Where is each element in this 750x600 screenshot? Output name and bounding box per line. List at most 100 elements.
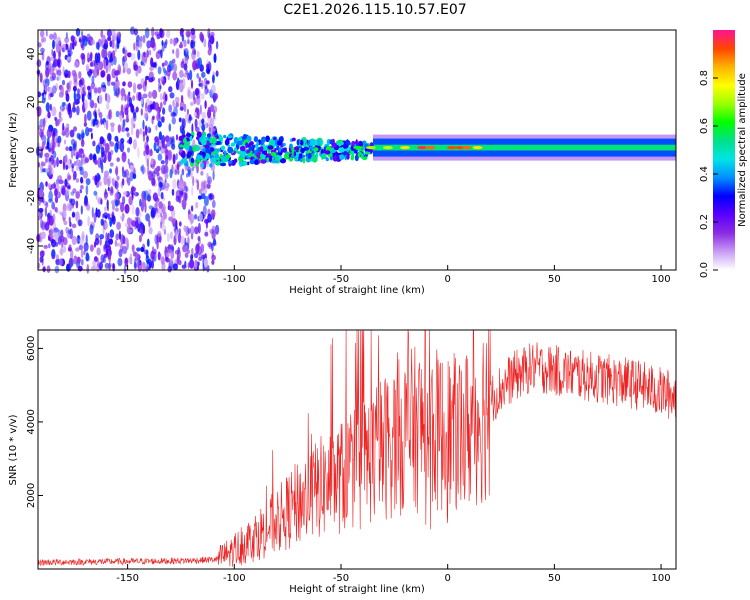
heatmap-cell	[146, 171, 149, 177]
heatmap-cell	[187, 151, 192, 158]
heatmap-cell	[211, 259, 215, 265]
heatmap-cell	[123, 191, 128, 196]
heatmap-cell	[85, 65, 90, 72]
heatmap-cell	[205, 147, 211, 154]
heatmap-cell	[97, 209, 100, 216]
x-tick-label: -150	[116, 573, 139, 584]
heatmap-cell	[116, 221, 121, 230]
heatmap-cell	[168, 205, 174, 212]
heatmap-cell	[137, 65, 142, 74]
heatmap-cell	[128, 196, 133, 206]
heatmap-cell	[135, 128, 140, 139]
heatmap-cell	[54, 241, 59, 247]
heatmap-cell	[172, 71, 178, 81]
heatmap-cell	[97, 257, 100, 268]
heatmap-cell	[205, 153, 211, 159]
heatmap-cell	[115, 242, 121, 247]
heatmap-cell	[103, 244, 108, 250]
heatmap-cell	[320, 140, 324, 145]
heatmap-cell	[161, 203, 166, 214]
heatmap-cell	[71, 163, 75, 169]
heatmap-cell	[36, 59, 42, 67]
heatmap-cell	[43, 84, 48, 95]
heatmap-cell	[224, 150, 227, 156]
colorbar: 0.0 0.2 0.4 0.6 0.8 Normalized spectral ampl…	[699, 30, 748, 278]
heatmap-cell	[187, 262, 190, 269]
heatmap-cell	[73, 79, 78, 87]
heatmap-cell	[95, 233, 100, 241]
heatmap-cell	[263, 151, 268, 156]
signal-core	[373, 144, 676, 151]
heatmap-cell	[57, 229, 62, 237]
heatmap-cell	[204, 86, 209, 95]
heatmap-cell	[110, 186, 114, 194]
heatmap-cell	[154, 197, 160, 203]
heatmap-cell	[141, 196, 147, 207]
heatmap-cell	[187, 227, 191, 235]
heatmap-cell	[215, 40, 219, 50]
heatmap-cell	[151, 76, 156, 82]
heatmap-cell	[184, 57, 189, 65]
heatmap-cell	[358, 140, 363, 148]
heatmap-cell	[303, 146, 310, 151]
heatmap-cell	[174, 249, 180, 255]
heatmap-cell	[87, 215, 90, 227]
heatmap-cell	[112, 32, 118, 38]
colorbar-tick-label: 0.0	[699, 262, 710, 278]
heatmap-cell	[175, 229, 178, 240]
heatmap-cell	[66, 56, 72, 61]
heatmap-cell	[190, 168, 193, 179]
heatmap-cell	[93, 256, 98, 263]
heatmap-cell	[183, 39, 187, 48]
heatmap-cell	[103, 174, 108, 186]
heatmap-cell	[209, 123, 212, 128]
heatmap-cell	[164, 154, 169, 166]
heatmap-cell	[104, 206, 107, 212]
heatmap-cell	[281, 148, 284, 152]
heatmap-cell	[91, 75, 95, 84]
heatmap-cell	[360, 153, 364, 160]
heatmap-cell	[201, 111, 207, 120]
heatmap-cell	[112, 263, 115, 269]
heatmap-cell	[172, 263, 178, 271]
heatmap-cell	[146, 194, 152, 202]
heatmap-cell	[208, 32, 211, 43]
heatmap-cell	[187, 236, 190, 247]
heatmap-cell	[123, 61, 129, 73]
heatmap-cell	[115, 76, 119, 82]
heatmap-cell	[84, 99, 88, 111]
heatmap-cell	[57, 210, 62, 215]
heatmap-cell	[124, 222, 128, 228]
heatmap-cell	[39, 128, 44, 138]
snr-frame	[37, 329, 677, 570]
heatmap-cell	[71, 223, 77, 229]
heatmap-cell	[200, 93, 205, 100]
snr-x-axis: -150 -100 -50 0 50 100	[116, 564, 671, 584]
heatmap-cell	[207, 213, 213, 223]
heatmap-cell	[206, 172, 209, 180]
heatmap-cell	[201, 139, 207, 146]
heatmap-cell	[344, 154, 348, 161]
heatmap-cell	[73, 150, 76, 157]
heatmap-cell	[364, 151, 371, 155]
heatmap-cell	[80, 129, 85, 140]
heatmap-cell	[100, 218, 105, 226]
heatmap-cell	[167, 248, 172, 254]
heatmap-cell	[54, 188, 58, 197]
heatmap-cell	[159, 101, 163, 109]
heatmap-cell	[195, 95, 201, 106]
heatmap-cell	[187, 91, 193, 100]
heatmap-cell	[204, 160, 210, 165]
heatmap-cell	[175, 101, 179, 108]
heatmap-cell	[193, 112, 197, 117]
heatmap-cell	[52, 213, 56, 223]
heatmap-cell	[75, 247, 80, 252]
heatmap-cell	[79, 189, 83, 194]
heatmap-cell	[177, 233, 182, 244]
spectrogram-panel: -150 -100 -50 0 50 100 -40 -20 0 20 40 Height of …	[8, 26, 677, 296]
heatmap-cell	[63, 155, 68, 166]
heatmap-cell	[72, 85, 77, 92]
heatmap-cell	[54, 231, 59, 242]
heatmap-cell	[203, 195, 209, 207]
heatmap-cell	[223, 134, 227, 139]
